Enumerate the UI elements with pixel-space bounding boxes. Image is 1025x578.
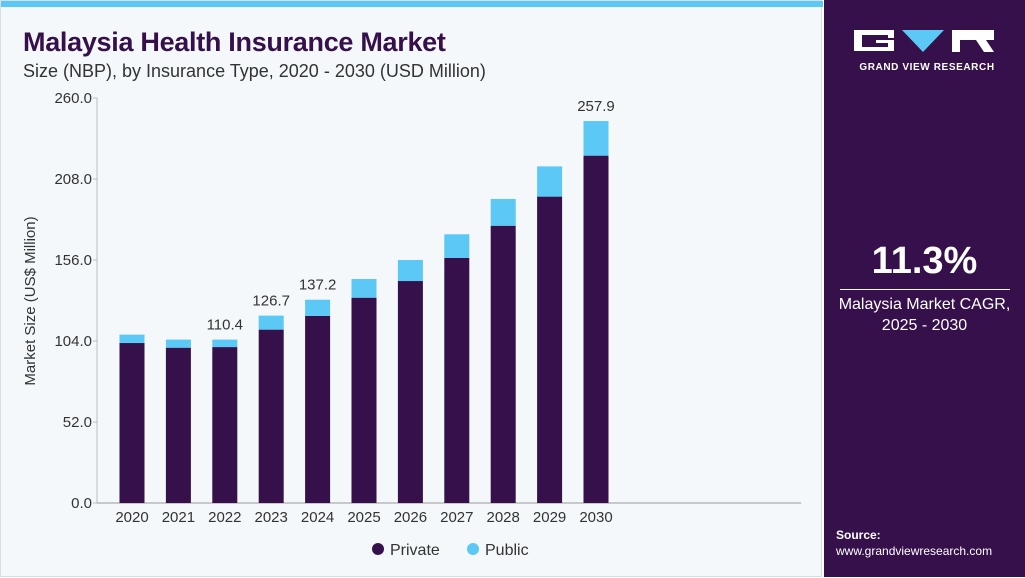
bar-public-2025 [351,279,377,298]
source: Source: www.grandviewresearch.com [836,527,992,559]
side-panel: GRAND VIEW RESEARCH 11.3% Malaysia Marke… [824,0,1025,577]
legend-label-public: Public [485,542,529,559]
x-tick-label: 2029 [533,509,566,526]
bar-private-2024 [305,315,331,503]
x-tick-label: 2021 [162,509,195,526]
bar-private-2025 [351,297,377,503]
bar-public-2030 [583,121,609,156]
bar-public-2029 [537,166,563,197]
divider [840,289,1010,290]
y-axis-label: Market Size (US$ Million) [22,216,39,385]
bar-private-2029 [537,196,563,503]
x-tick-label: 2024 [301,509,334,526]
y-tick-label: 260.0 [54,90,92,107]
x-tick-label: 2027 [440,509,473,526]
bar-public-2026 [397,260,423,282]
x-tick-label: 2026 [394,509,427,526]
data-label: 137.2 [299,277,337,294]
legend-swatch-public [467,543,479,555]
chart-subtitle: Size (NBP), by Insurance Type, 2020 - 20… [23,61,486,81]
top-accent-bar [1,1,823,7]
bar-private-2020 [119,343,145,503]
x-tick-label: 2020 [115,509,148,526]
data-label: 110.4 [207,317,243,334]
cagr-value: 11.3% [871,240,978,282]
bar-public-2021 [165,339,191,348]
bar-chart: Market Size (US$ Million) 0.0 52.0 104.0 15… [22,90,801,559]
bar-private-2021 [165,347,191,503]
chart-panel: Malaysia Health Insurance Market Size (N… [0,0,823,577]
y-tick-label: 208.0 [54,171,92,188]
bar-private-2027 [444,257,470,503]
y-tick-label: 156.0 [54,252,92,269]
bar-public-2020 [119,334,145,344]
y-tick-label: 52.0 [63,414,92,431]
bar-private-2023 [258,329,284,503]
bar-private-2028 [490,225,516,503]
chart-title: Malaysia Health Insurance Market [23,27,446,57]
brand-name: GRAND VIEW RESEARCH [859,62,995,73]
bar-public-2027 [444,234,470,258]
cagr-label-line1: Malaysia Market CAGR, [838,296,1011,313]
grand-view-research-logo [854,30,994,52]
cagr-label-line2: 2025 - 2030 [881,317,968,334]
legend-swatch-private [372,543,384,555]
bar-public-2022 [212,339,238,348]
data-label: 126.7 [252,293,290,310]
bar-public-2028 [490,198,516,226]
legend: Private Public [372,542,529,559]
x-tick-label: 2025 [347,509,380,526]
bar-public-2023 [258,315,284,330]
bar-private-2026 [397,281,423,503]
y-tick-label: 104.0 [54,333,92,350]
bar-private-2030 [583,155,609,503]
bar-public-2024 [305,299,331,316]
cagr-label: Malaysia Market CAGR, 2025 - 2030 [824,294,1025,336]
y-tick-label: 0.0 [71,495,92,512]
source-link[interactable]: www.grandviewresearch.com [836,544,993,558]
x-tick-label: 2028 [487,509,520,526]
x-tick-label: 2030 [579,509,612,526]
bar-private-2022 [212,347,238,503]
source-label: Source: [836,528,881,542]
legend-label-private: Private [390,542,440,559]
x-tick-label: 2023 [255,509,288,526]
x-tick-label: 2022 [208,509,241,526]
data-label: 257.9 [577,98,615,115]
